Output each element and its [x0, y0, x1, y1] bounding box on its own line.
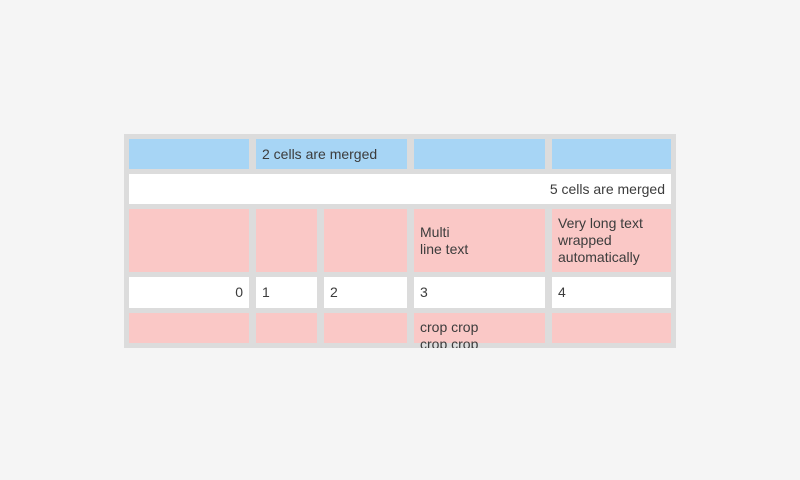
table-cell: [552, 313, 671, 343]
merged-cell-5: 5 cells are merged: [129, 174, 671, 204]
number-cell-4: 4: [552, 277, 671, 308]
cell-text: 1: [262, 284, 270, 300]
table-cell: [129, 209, 249, 272]
cell-text: 5 cells are merged: [549, 180, 665, 197]
number-cell-1: 1: [256, 277, 317, 308]
table-cell: [414, 139, 545, 169]
number-cell-3: 3: [414, 277, 545, 308]
table-cell: [129, 139, 249, 169]
table-row: 0 1 2 3 4: [129, 277, 671, 308]
cell-text: 2 cells are merged: [262, 145, 378, 162]
table-cell: [552, 139, 671, 169]
number-cell-2: 2: [324, 277, 407, 308]
multiline-cell: Multi line text: [414, 209, 545, 272]
cell-text: 2: [330, 284, 338, 300]
cell-text: Very long text wrapped automatically: [558, 215, 643, 265]
cell-text: crop crop crop crop: [420, 319, 479, 348]
wrapped-text-cell: Very long text wrapped automatically: [552, 209, 671, 272]
merged-cell-2: 2 cells are merged: [256, 139, 407, 169]
table-cell: [324, 209, 407, 272]
number-cell-0: 0: [129, 277, 249, 308]
cell-text: 4: [558, 284, 566, 300]
table-row: Multi line text Very long text wrapped a…: [129, 209, 671, 272]
table-widget: 2 cells are merged 5 cells are merged Mu…: [124, 134, 676, 348]
table-cell: [256, 209, 317, 272]
cell-text: Multi line text: [420, 223, 469, 257]
cell-text: 0: [235, 284, 243, 300]
table-row: 2 cells are merged: [129, 139, 671, 169]
cell-text: 3: [420, 284, 428, 300]
table-cell: [324, 313, 407, 343]
cropped-cell: crop crop crop crop: [414, 313, 545, 348]
table-cell: [256, 313, 317, 343]
table-row: crop crop crop crop: [129, 313, 671, 348]
table-cell: [129, 313, 249, 343]
table-row: 5 cells are merged: [129, 174, 671, 204]
